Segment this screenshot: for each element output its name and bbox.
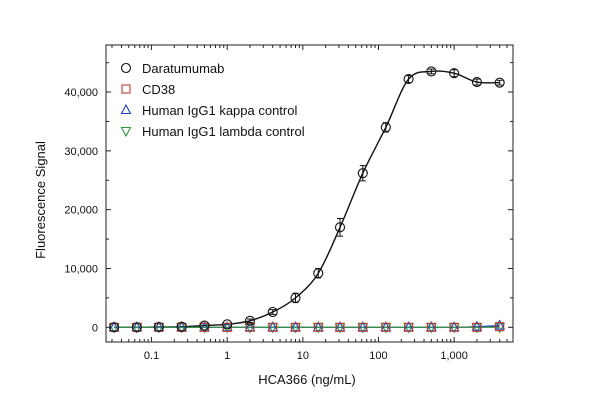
data-point [244,315,256,326]
data-point [495,322,505,332]
data-point [426,66,437,77]
data-point [494,319,506,330]
legend-marker [121,84,131,94]
data-point [381,322,391,332]
legend-marker [120,62,132,74]
data-point [449,322,459,332]
data-point [335,322,345,332]
data-point [334,222,346,233]
data-points-group [108,66,506,334]
data-point [472,322,482,332]
legend: Daratumumab CD38 Human IgG1 kappa control H… [120,61,305,139]
y-tick-label: 20,000 [64,205,98,217]
y-axis-title: Fluorescence Signal [33,141,48,259]
x-tick-label: 100 [369,350,387,362]
data-point [290,292,301,303]
data-point [471,320,483,331]
data-point [403,74,414,85]
data-point [494,77,505,88]
plot-frame [105,44,514,343]
legend-label: CD38 [142,82,175,97]
x-tick-label: 0.1 [144,350,159,362]
x-tick-label: 1 [224,350,230,362]
data-point [131,322,142,333]
data-point [267,306,278,318]
data-point [358,322,368,332]
data-point [290,322,301,332]
axes-group: 0.1 1 10 100 1,000 0 10,000 20,000 30,000 40,000 [64,44,514,362]
data-point [404,322,414,332]
legend-label: Daratumumab [142,61,224,76]
data-point [153,321,164,333]
y-tick-label: 40,000 [64,87,98,99]
data-point [426,322,436,332]
legend-marker [120,103,132,115]
data-point [494,323,506,334]
x-axis-title: HCA366 (ng/mL) [258,372,356,387]
data-point [357,168,368,179]
data-point [199,320,210,331]
legend-marker [120,126,132,138]
legend-label: Human IgG1 lambda control [142,124,305,139]
legend-label: Human IgG1 kappa control [142,103,297,118]
data-point [268,322,278,332]
y-tick-label: 30,000 [64,146,98,158]
data-point [380,122,391,133]
data-point [313,322,323,332]
data-point [449,68,460,79]
data-point [176,321,187,332]
data-point [471,77,482,88]
data-point [245,322,255,332]
x-tick-label: 10 [297,350,309,362]
data-point [109,322,120,333]
x-tick-label: 1,000 [440,350,468,362]
data-point [222,319,233,330]
y-tick-label: 0 [92,322,98,334]
data-point [313,268,324,279]
y-tick-label: 10,000 [64,263,98,275]
